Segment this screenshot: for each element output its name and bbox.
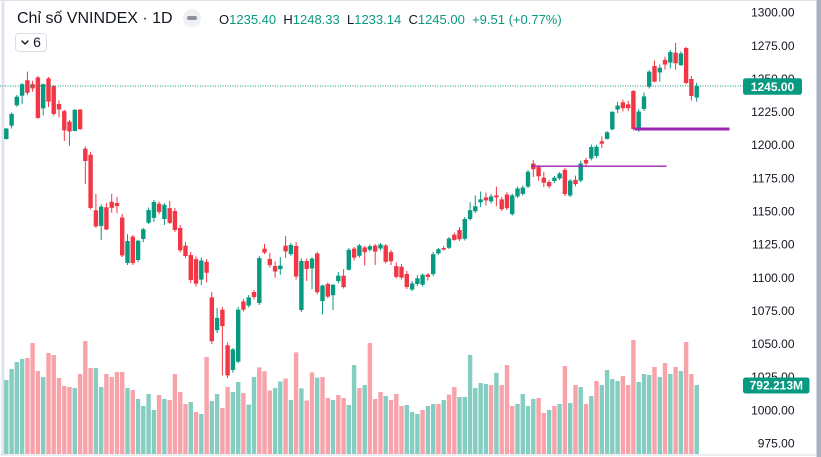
svg-text:1000.00: 1000.00 xyxy=(751,403,795,417)
svg-text:1225.00: 1225.00 xyxy=(751,105,795,119)
svg-text:1150.00: 1150.00 xyxy=(752,205,795,219)
svg-text:1245.00: 1245.00 xyxy=(751,80,795,94)
svg-text:1100.00: 1100.00 xyxy=(752,271,795,285)
svg-text:1125.00: 1125.00 xyxy=(752,238,795,252)
svg-text:1075.00: 1075.00 xyxy=(751,304,795,318)
svg-text:1275.00: 1275.00 xyxy=(751,39,795,53)
svg-text:975.00: 975.00 xyxy=(758,437,795,451)
svg-text:1050.00: 1050.00 xyxy=(751,337,795,351)
svg-text:1175.00: 1175.00 xyxy=(752,171,795,185)
svg-text:792.213M: 792.213M xyxy=(750,379,803,393)
svg-text:1200.00: 1200.00 xyxy=(751,138,795,152)
svg-text:1300.00: 1300.00 xyxy=(751,6,795,20)
